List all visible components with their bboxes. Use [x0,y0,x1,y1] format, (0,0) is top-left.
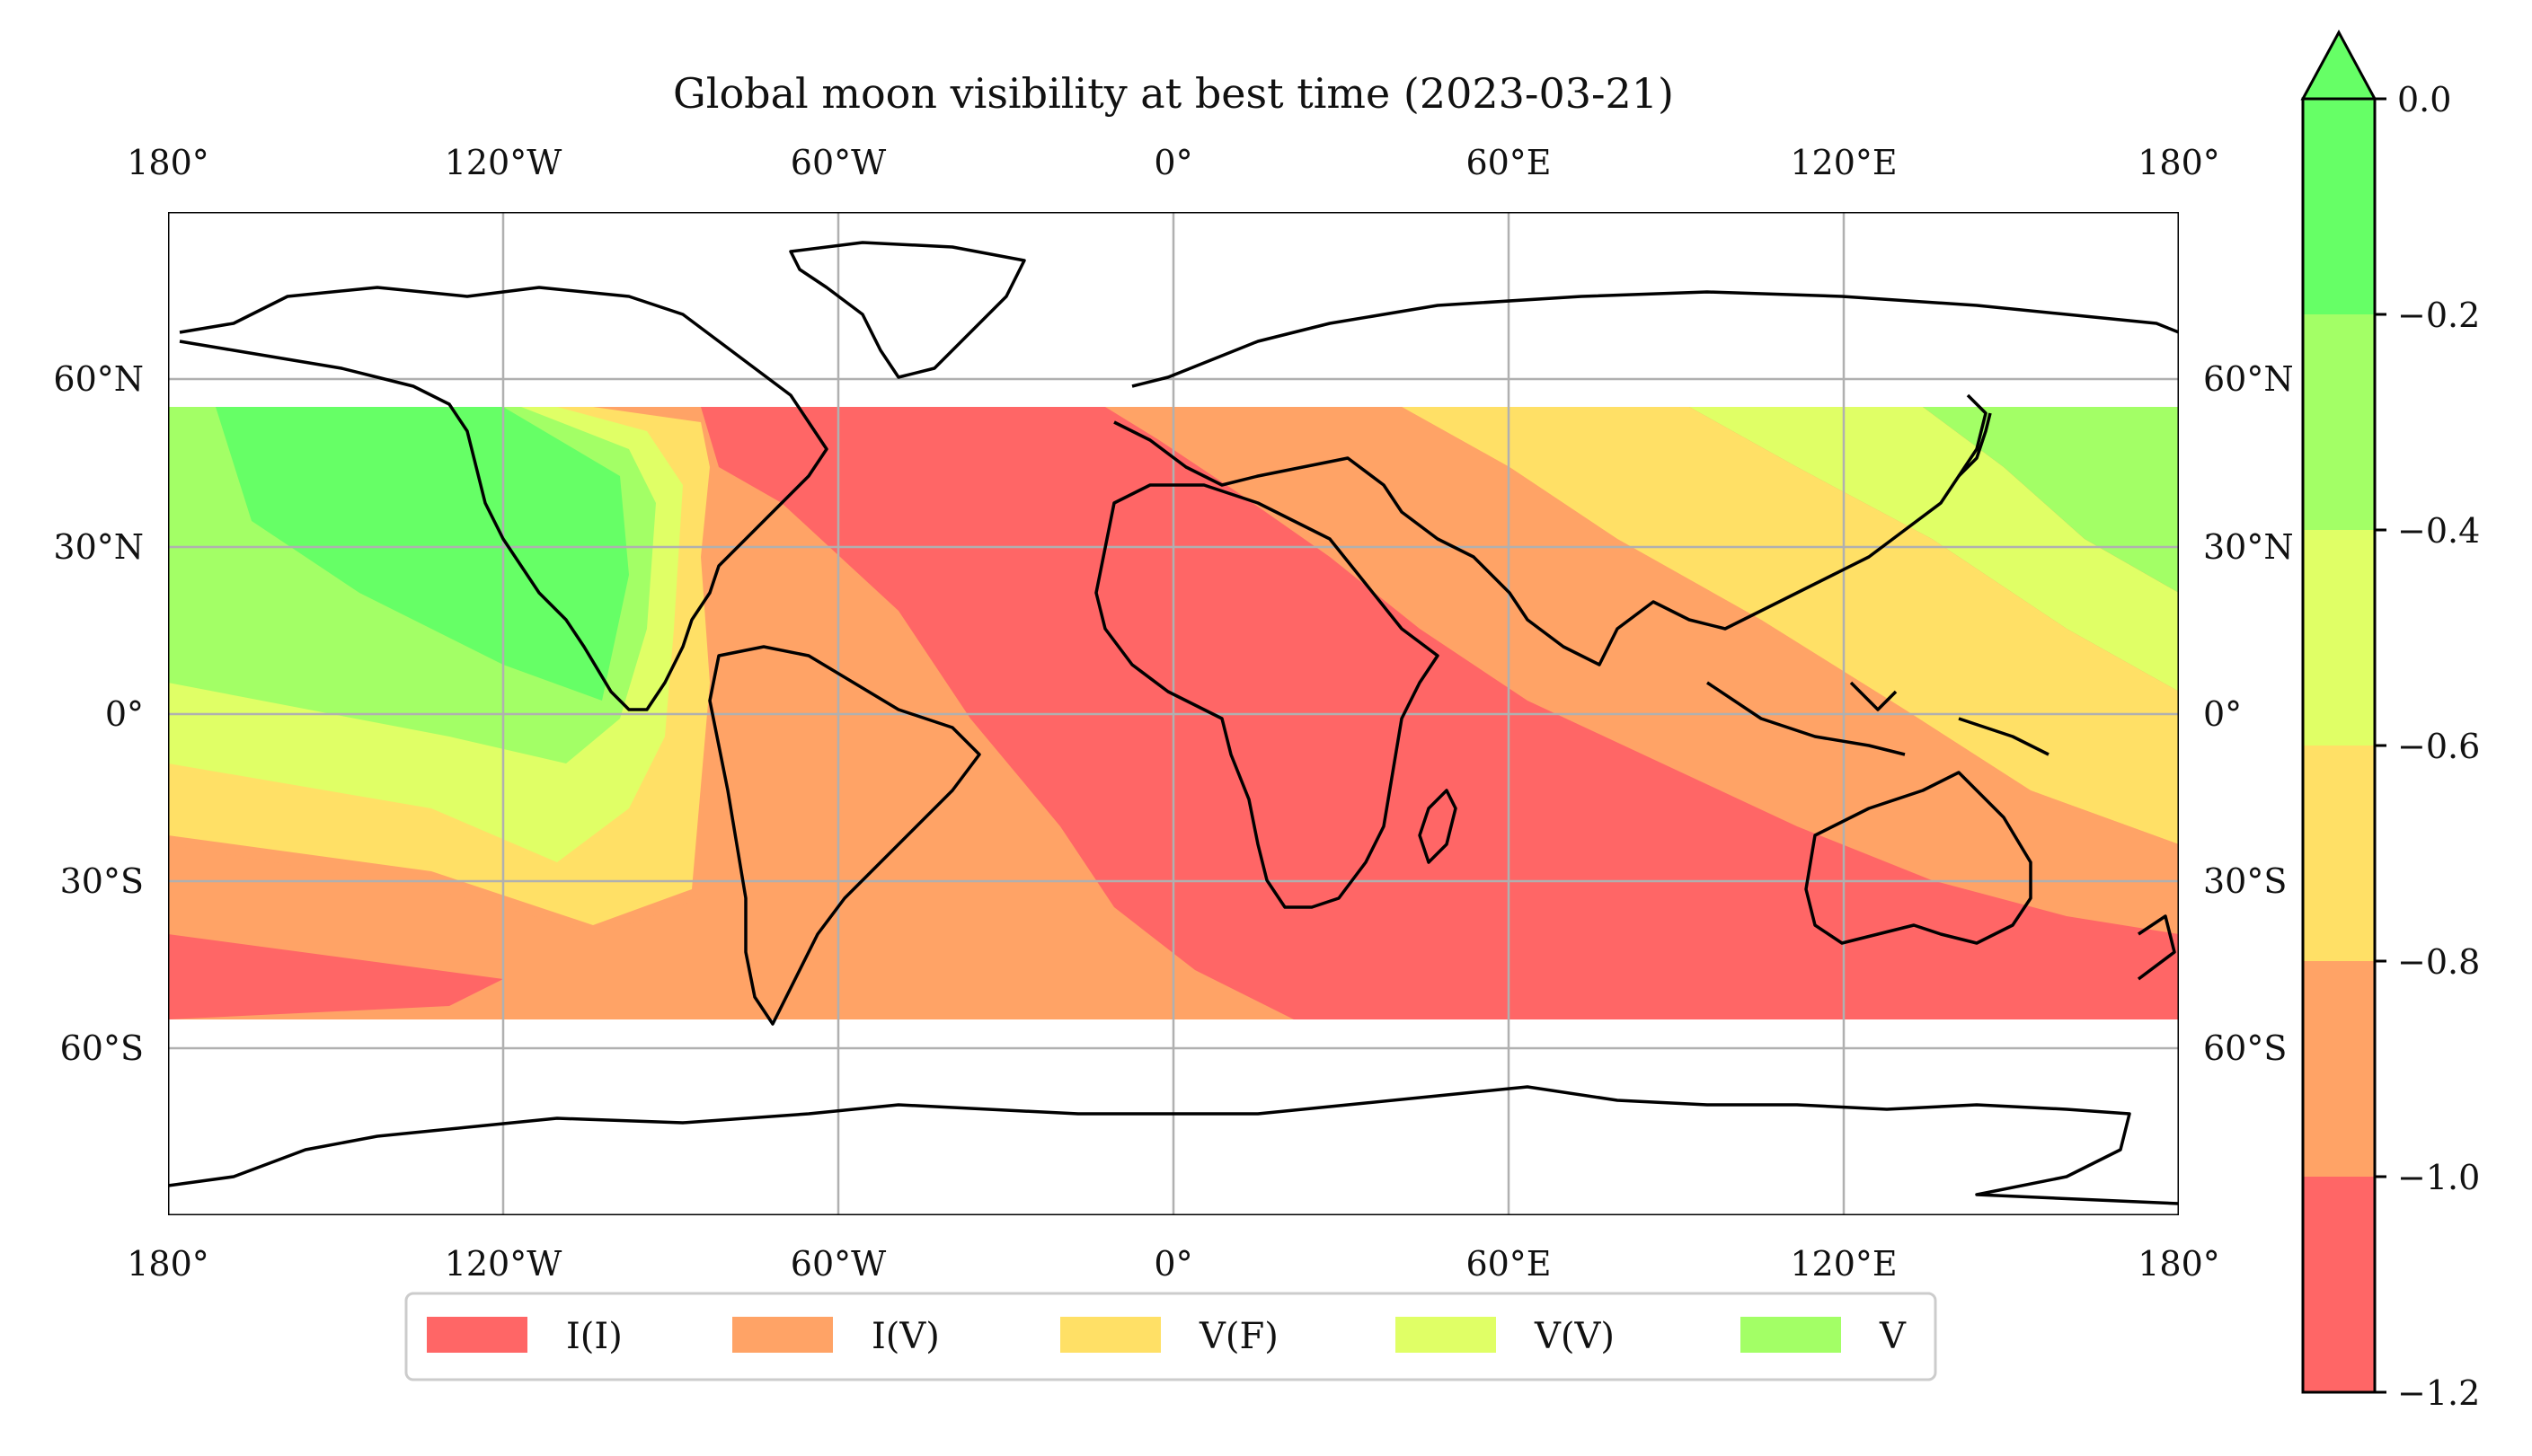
colorbar-level [2303,530,2375,746]
right-lat-labels: 60°N 30°N 0° 30°S 60°S [2203,359,2294,1068]
legend: I(I) I(V) V(F) V(V) V [404,1292,1937,1381]
lon-label: 0° [1154,1244,1192,1284]
coast-new-zealand [2137,914,2176,981]
map-area [168,212,2179,1215]
legend-label: V(F) [1199,1316,1279,1357]
lon-label: 0° [1154,143,1192,182]
legend-item: I(I) [427,1316,623,1357]
lon-label: 120°E [1790,143,1897,182]
lon-label: 180° [127,1244,209,1284]
colorbar-level [2303,961,2375,1177]
colorbar-level [2303,99,2375,314]
coast-greenland [789,241,1026,379]
lon-label: 180° [127,143,209,182]
legend-swatch [1060,1317,1161,1353]
legend-label: I(I) [566,1316,623,1357]
coast-south-america [708,645,981,1026]
colorbar-tick-label: −0.4 [2397,511,2480,551]
legend-label: V [1879,1316,1907,1357]
legend-item: V(F) [1060,1316,1279,1357]
zone-i-i-sw [168,934,503,1019]
colorbar-tick-label: −1.2 [2397,1373,2480,1413]
lat-label: 30°S [2203,861,2287,901]
coast-africa [1094,483,1439,909]
lat-label: 30°N [2203,527,2294,567]
lat-label: 60°S [2203,1028,2287,1068]
colorbar-level [2303,314,2375,530]
coast-north-america [179,286,828,711]
lon-label: 60°W [791,1244,886,1284]
lon-label: 60°E [1465,143,1551,182]
legend-swatch [1395,1317,1496,1353]
coast-japan [1957,412,1992,478]
coast-indonesia [1706,681,2050,756]
lon-label: 120°W [445,1244,562,1284]
colorbar-extend-arrow [2300,29,2377,101]
lat-label: 0° [105,694,144,734]
zone-v-v-east [1689,407,2179,692]
lon-label: 180° [2138,1244,2220,1284]
zone-i-v-east [1105,407,2179,934]
lat-label: 60°N [2203,359,2294,399]
colorbar-level [2303,1177,2375,1392]
lat-label: 30°S [60,861,144,901]
lon-label: 60°W [791,143,886,182]
coast-eurasia [1113,290,2179,666]
legend-label: I(V) [872,1316,940,1357]
lat-label: 30°N [53,527,144,567]
lat-label: 0° [2203,694,2242,734]
chart-title: Global moon visibility at best time (202… [673,69,1674,118]
coast-australia [1804,771,2032,945]
zone-v-f-east [1402,407,2179,844]
legend-swatch [732,1317,833,1353]
colorbar-tick-label: −0.6 [2397,727,2480,766]
coast-antarctica [168,1085,2179,1205]
legend-label: V(V) [1534,1316,1615,1357]
lon-label: 120°W [445,143,562,182]
legend-item: I(V) [732,1316,940,1357]
colorbar-tick-label: −1.0 [2397,1158,2480,1197]
bottom-lon-labels: 180° 120°W 60°W 0° 60°E 120°E 180° [127,1244,2220,1284]
legend-item: V [1740,1316,1907,1357]
legend-item: V(V) [1395,1316,1615,1357]
legend-swatch [1740,1317,1841,1353]
zone-v-bright [216,407,629,701]
left-lat-labels: 60°N 30°N 0° 30°S 60°S [53,359,144,1068]
coastlines [168,241,2179,1205]
colorbar-tick-label: 0.0 [2397,80,2451,119]
colorbar-tick-label: −0.8 [2397,942,2480,982]
legend-swatch [427,1317,527,1353]
gridlines [168,212,2179,1215]
coast-madagascar [1418,789,1457,864]
lat-label: 60°S [60,1028,144,1068]
lat-label: 60°N [53,359,144,399]
top-lon-labels: 180° 120°W 60°W 0° 60°E 120°E 180° [127,143,2220,182]
colorbar: 0.0 −0.2 −0.4 −0.6 −0.8 −1.0 −1.2 [2300,29,2480,1413]
lon-label: 120°E [1790,1244,1897,1284]
colorbar-tick-label: −0.2 [2397,296,2480,335]
colorbar-level [2303,746,2375,961]
lon-label: 180° [2138,143,2220,182]
lon-label: 60°E [1465,1244,1551,1284]
